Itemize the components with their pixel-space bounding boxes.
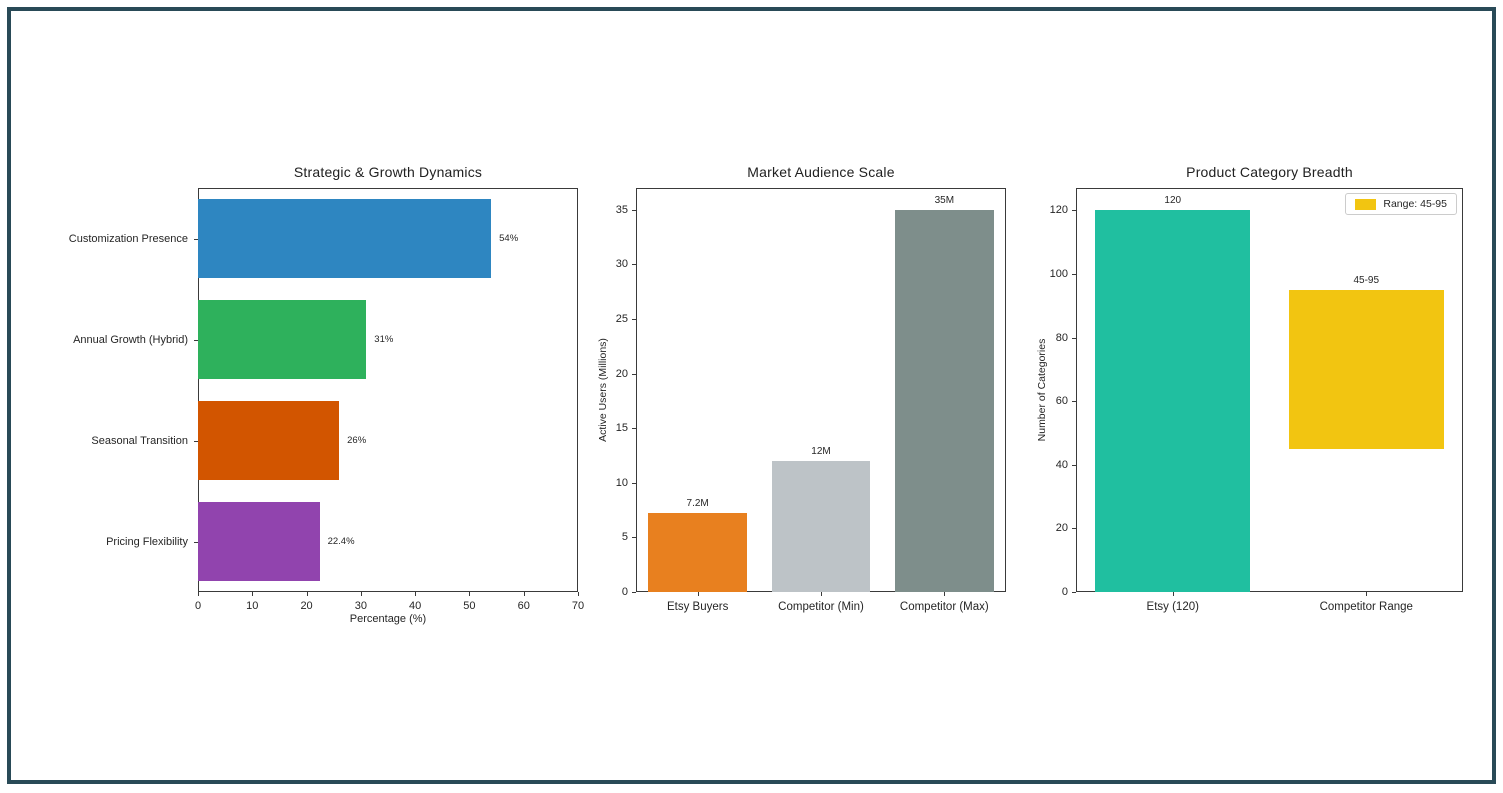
y-tick-label: 15 [615, 422, 628, 435]
y-tick-mark [194, 238, 198, 240]
chart3-yaxis-label: Number of Categories [1036, 338, 1048, 442]
y-tick-label: 10 [615, 476, 628, 489]
bar-etsy-120 [1095, 210, 1251, 592]
x-tick-mark [306, 592, 308, 596]
category-label-annual-growth-hybrid: Annual Growth (Hybrid) [73, 333, 188, 346]
x-tick-label: 20 [300, 600, 313, 612]
bar-customization-presence [198, 199, 492, 278]
bar-pricing-flexibility [198, 502, 320, 581]
legend-label: Range: 45-95 [1383, 198, 1447, 210]
bar-value-label: 26% [347, 434, 367, 446]
y-tick-mark [1072, 337, 1076, 339]
x-tick-mark [697, 592, 699, 596]
y-tick-mark [632, 537, 636, 539]
bar-seasonal-transition [198, 401, 340, 480]
y-tick-mark [194, 440, 198, 442]
bar-value-label: 12M [811, 445, 831, 457]
y-tick-mark [194, 339, 198, 341]
x-tick-label: 30 [354, 600, 367, 612]
y-tick-mark [1072, 273, 1076, 275]
chart3-title: Product Category Breadth [1186, 164, 1353, 180]
plot-frame-1 [198, 188, 578, 592]
bar-etsy-buyers [648, 513, 747, 592]
bar-competitor-min [771, 460, 871, 592]
x-tick-mark [198, 592, 199, 596]
bar-value-label: 22.4% [327, 535, 355, 547]
y-tick-label: 40 [1055, 458, 1068, 471]
category-label-customization-presence: Customization Presence [68, 232, 188, 245]
x-tick-mark [469, 592, 471, 596]
bar-value-label: 120 [1164, 195, 1182, 207]
y-tick-label: 80 [1055, 331, 1068, 344]
y-tick-label: 20 [615, 367, 628, 380]
x-tick-mark [252, 592, 254, 596]
bar-value-label: 35M [934, 194, 955, 206]
chart3-legend: Range: 45-95 [1345, 193, 1457, 215]
category-label-etsy-buyers: Etsy Buyers [666, 601, 729, 613]
category-label-competitor-max: Competitor (Max) [899, 601, 989, 613]
plot-frame-3 [1076, 188, 1463, 592]
chart2-title: Market Audience Scale [747, 164, 895, 180]
category-label-competitor-range: Competitor Range [1319, 601, 1413, 613]
bar-value-label: 54% [499, 232, 519, 244]
y-tick-mark [1072, 210, 1076, 212]
bar-value-label: 7.2M [686, 498, 709, 510]
bar-competitor-range [1288, 289, 1444, 449]
y-tick-label: 30 [615, 258, 628, 271]
x-tick-mark [578, 592, 579, 596]
y-tick-mark [1072, 464, 1076, 466]
legend-color-swatch [1355, 198, 1377, 210]
chart1-xaxis-label: Percentage (%) [349, 613, 427, 625]
category-label-etsy-120: Etsy (120) [1146, 601, 1199, 613]
x-tick-mark [944, 592, 946, 596]
y-tick-label: 60 [1055, 395, 1068, 408]
bar-value-label: 45-95 [1353, 274, 1380, 286]
bar-annual-growth-hybrid [198, 300, 367, 379]
bar-value-label: 31% [374, 333, 394, 345]
x-tick-label: 50 [463, 600, 476, 612]
category-label-competitor-min: Competitor (Min) [778, 601, 864, 613]
x-tick-mark [360, 592, 362, 596]
y-tick-mark [632, 482, 636, 484]
chart1-title: Strategic & Growth Dynamics [293, 164, 483, 180]
y-tick-mark [1072, 592, 1076, 593]
y-tick-mark [194, 541, 198, 543]
x-tick-mark [523, 592, 525, 596]
y-tick-label: 35 [615, 203, 628, 216]
x-tick-mark [821, 592, 822, 596]
x-tick-label: 0 [194, 600, 202, 612]
category-label-seasonal-transition: Seasonal Transition [91, 434, 188, 447]
y-tick-label: 0 [1061, 586, 1068, 598]
y-tick-mark [1072, 528, 1076, 530]
y-tick-label: 25 [615, 313, 628, 326]
x-tick-label: 60 [517, 600, 530, 612]
figure-frame-border [7, 7, 1496, 784]
y-tick-label: 120 [1049, 204, 1068, 217]
y-tick-mark [1072, 401, 1076, 403]
y-tick-label: 100 [1049, 267, 1068, 280]
y-tick-mark [632, 209, 636, 211]
x-tick-mark [1172, 592, 1174, 596]
y-tick-label: 0 [621, 586, 628, 598]
x-tick-label: 10 [246, 600, 259, 612]
y-tick-mark [632, 428, 636, 430]
x-tick-label: 40 [409, 600, 422, 612]
x-tick-label: 70 [571, 600, 585, 612]
y-tick-label: 20 [1055, 522, 1068, 535]
category-label-pricing-flexibility: Pricing Flexibility [106, 535, 188, 548]
x-tick-mark [415, 592, 417, 596]
y-tick-label: 5 [621, 531, 628, 544]
y-tick-mark [632, 592, 636, 593]
y-tick-mark [632, 264, 636, 266]
y-tick-mark [632, 373, 636, 375]
y-tick-mark [632, 319, 636, 321]
bar-competitor-max [895, 209, 994, 592]
x-tick-mark [1366, 592, 1368, 596]
